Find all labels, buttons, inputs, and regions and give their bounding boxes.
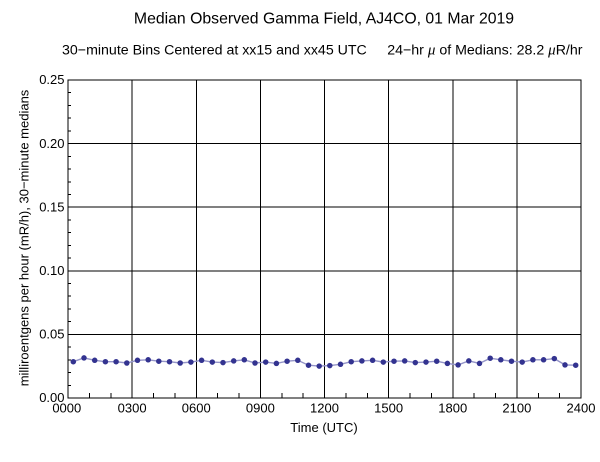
svg-text:1800: 1800: [438, 401, 467, 416]
svg-text:0.10: 0.10: [39, 263, 64, 278]
svg-text:0.20: 0.20: [39, 136, 64, 151]
svg-text:0.00: 0.00: [39, 390, 64, 405]
svg-text:2400: 2400: [567, 401, 596, 416]
svg-text:0600: 0600: [182, 401, 211, 416]
svg-text:0.25: 0.25: [39, 72, 64, 87]
svg-text:2100: 2100: [502, 401, 531, 416]
svg-text:30−minute Bins Centered at xx1: 30−minute Bins Centered at xx15 and xx45…: [62, 42, 367, 58]
svg-text:1200: 1200: [310, 401, 339, 416]
svg-text:Time (UTC): Time (UTC): [290, 420, 357, 435]
svg-text:1500: 1500: [374, 401, 403, 416]
svg-text:24−hr μ of Medians: 28.2 μR/hr: 24−hr μ of Medians: 28.2 μR/hr: [387, 42, 583, 58]
svg-text:0000: 0000: [52, 401, 81, 416]
svg-text:Median Observed Gamma Field, A: Median Observed Gamma Field, AJ4CO, 01 M…: [134, 11, 514, 28]
svg-text:0900: 0900: [246, 401, 275, 416]
svg-text:milliroentgens per hour (mR/h): milliroentgens per hour (mR/h), 30−minut…: [17, 89, 32, 386]
svg-text:0300: 0300: [118, 401, 147, 416]
svg-text:0.15: 0.15: [39, 199, 64, 214]
svg-text:0.05: 0.05: [39, 327, 64, 342]
